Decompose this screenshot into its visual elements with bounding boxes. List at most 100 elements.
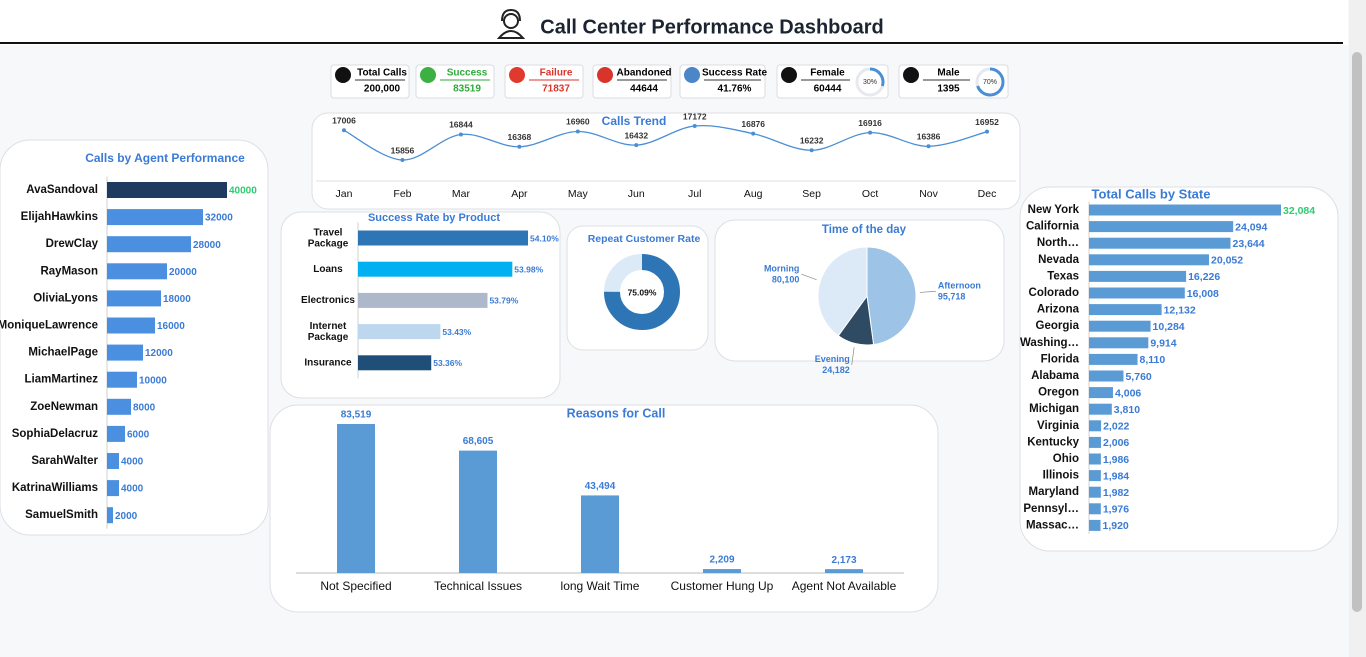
category-label: Michigan — [1029, 403, 1079, 415]
x-tick-label: Nov — [919, 188, 938, 200]
bar — [107, 290, 161, 307]
trend-point — [575, 129, 580, 134]
bar — [703, 569, 741, 573]
value-label: 16844 — [449, 120, 473, 130]
x-tick-label: Technical Issues — [434, 579, 522, 593]
bar — [1089, 403, 1112, 415]
kpi-icon — [509, 67, 525, 83]
value-label: 16,008 — [1187, 288, 1219, 300]
x-tick-label: May — [568, 188, 589, 200]
category-label: Insurance — [304, 357, 352, 368]
category-label: California — [1026, 221, 1080, 233]
category-label: Travel Package — [308, 227, 349, 249]
kpi-label: Success — [447, 68, 488, 79]
bar — [107, 453, 119, 469]
trend-point — [400, 158, 405, 162]
kpi-label: Success Rate — [702, 68, 767, 79]
value-label: 12,132 — [1164, 304, 1196, 316]
scrollbar-thumb[interactable] — [1352, 52, 1362, 612]
value-label: 83,519 — [341, 410, 372, 421]
pie-value: 80,100 — [772, 275, 800, 285]
category-label: Washing… — [1020, 337, 1079, 349]
bar — [107, 209, 203, 226]
category-label: OliviaLyons — [33, 292, 98, 304]
value-label: 10000 — [139, 375, 167, 386]
pie-value: 24,182 — [822, 365, 850, 375]
chart-title: Reasons for Call — [567, 406, 666, 420]
kpi-card — [679, 64, 766, 99]
value-label: 3,810 — [1114, 404, 1140, 416]
kpi-value: 1395 — [937, 84, 960, 95]
bar — [1089, 320, 1151, 332]
value-label: 54.10% — [530, 233, 559, 243]
value-label: 32000 — [205, 213, 233, 224]
value-label: 40000 — [229, 186, 257, 197]
kpi-icon — [684, 67, 700, 83]
value-label: 10,284 — [1153, 321, 1185, 333]
category-label: Internet Package — [308, 321, 349, 343]
category-label: New York — [1028, 204, 1080, 216]
category-label: Alabama — [1031, 370, 1080, 382]
value-label: 1,920 — [1102, 520, 1128, 532]
value-label: 16876 — [741, 119, 765, 129]
bar — [1089, 453, 1101, 465]
category-label: Maryland — [1029, 486, 1080, 498]
bar — [358, 355, 432, 371]
kpi-icon — [597, 67, 613, 83]
value-label: 6000 — [127, 430, 150, 441]
gauge-label: 30% — [863, 79, 877, 86]
value-label: 1,984 — [1103, 470, 1129, 482]
header-bar — [0, 0, 1348, 45]
trend-point — [634, 143, 639, 148]
kpi-icon — [335, 67, 351, 83]
donut-arc — [603, 254, 680, 330]
category-label: Arizona — [1037, 304, 1080, 316]
bar — [337, 424, 375, 573]
bar — [107, 182, 227, 198]
bar — [358, 292, 488, 308]
category-label: SamuelSmith — [25, 509, 98, 521]
trend-point — [458, 132, 463, 137]
x-tick-label: Sep — [802, 188, 821, 200]
agent-card — [0, 139, 269, 536]
bar — [107, 344, 143, 361]
value-label: 20000 — [169, 267, 197, 278]
value-label: 53.79% — [489, 296, 518, 306]
bar — [107, 480, 119, 497]
value-label: 2,209 — [709, 555, 734, 566]
category-label: RayMason — [40, 265, 98, 277]
pie-slice — [866, 246, 917, 346]
kpi-icon — [903, 67, 919, 83]
value-label: 1,986 — [1103, 454, 1129, 466]
value-label: 2,022 — [1103, 421, 1129, 433]
category-label: Florida — [1041, 353, 1080, 365]
value-label: 15856 — [391, 145, 415, 155]
bar — [1089, 519, 1101, 531]
chart-title: Success Rate by Product — [368, 212, 500, 224]
category-label: MoniqueLawrence — [0, 320, 98, 332]
trend-point — [517, 144, 522, 149]
bar — [1089, 387, 1113, 399]
bar — [107, 425, 125, 442]
bar — [1089, 503, 1101, 515]
value-label: 16432 — [624, 130, 648, 140]
category-label: Illinois — [1043, 470, 1079, 482]
bar — [1089, 420, 1102, 432]
trend-point — [342, 128, 346, 133]
trend-point — [692, 124, 697, 128]
category-label: ElijahHawkins — [21, 211, 98, 223]
value-label: 16,226 — [1188, 271, 1220, 283]
category-label: SophiaDelacruz — [12, 428, 99, 440]
header-icon — [496, 8, 526, 39]
value-label: 32,084 — [1283, 205, 1315, 217]
gauge-arc — [976, 67, 1005, 97]
x-tick-label: Apr — [511, 188, 528, 200]
pie-category: Evening — [815, 354, 850, 364]
bar — [1089, 353, 1138, 365]
kpi-icon — [420, 67, 436, 83]
leader-line — [851, 347, 855, 365]
bar — [825, 569, 863, 573]
bar — [1089, 237, 1231, 249]
bar — [1089, 370, 1124, 382]
chart-title: Repeat Customer Rate — [588, 233, 701, 245]
